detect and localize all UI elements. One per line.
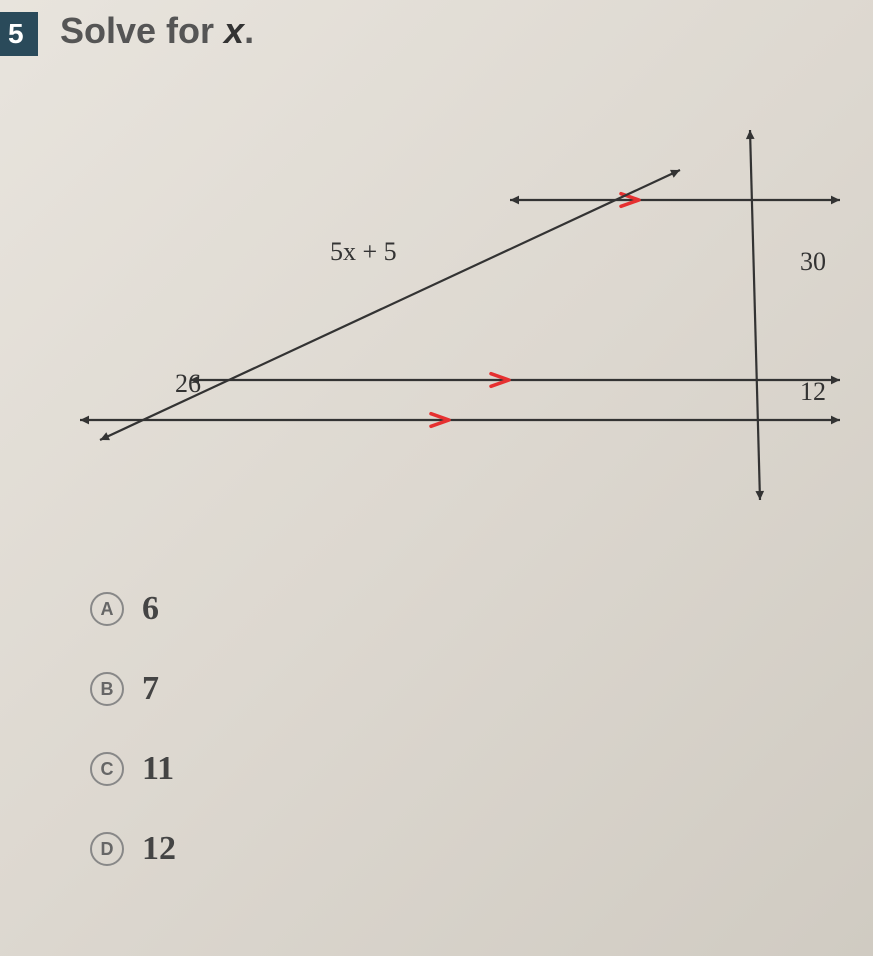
answer-value: 12 — [142, 830, 176, 868]
answer-letter-circle: D — [90, 832, 124, 866]
answer-value: 11 — [142, 750, 174, 788]
prompt-variable: x — [224, 10, 244, 51]
prompt-suffix: . — [244, 10, 254, 51]
answer-value: 7 — [142, 670, 159, 708]
question-prompt: Solve for x. — [60, 10, 254, 52]
answer-choice-b[interactable]: B7 — [90, 670, 176, 708]
diagram-label-right-top: 30 — [800, 247, 826, 276]
diagram-label-bottom-segment: 26 — [175, 369, 201, 398]
answer-letter-circle: A — [90, 592, 124, 626]
answer-choices: A6 B7 C 11 D 12 — [90, 590, 176, 910]
answer-choice-c[interactable]: C 11 — [90, 750, 176, 788]
prompt-prefix: Solve for — [60, 10, 224, 51]
answer-value: 6 — [142, 590, 159, 628]
diagram-label-right-bottom: 12 — [800, 377, 826, 406]
question-number-badge: 5 — [0, 12, 38, 56]
answer-letter-circle: C — [90, 752, 124, 786]
answer-letter-circle: B — [90, 672, 124, 706]
answer-choice-a[interactable]: A6 — [90, 590, 176, 628]
diagram-label-top-segment: 5x + 5 — [330, 237, 397, 266]
geometry-diagram: 5x + 5 26 30 12 — [40, 100, 840, 520]
answer-choice-d[interactable]: D 12 — [90, 830, 176, 868]
